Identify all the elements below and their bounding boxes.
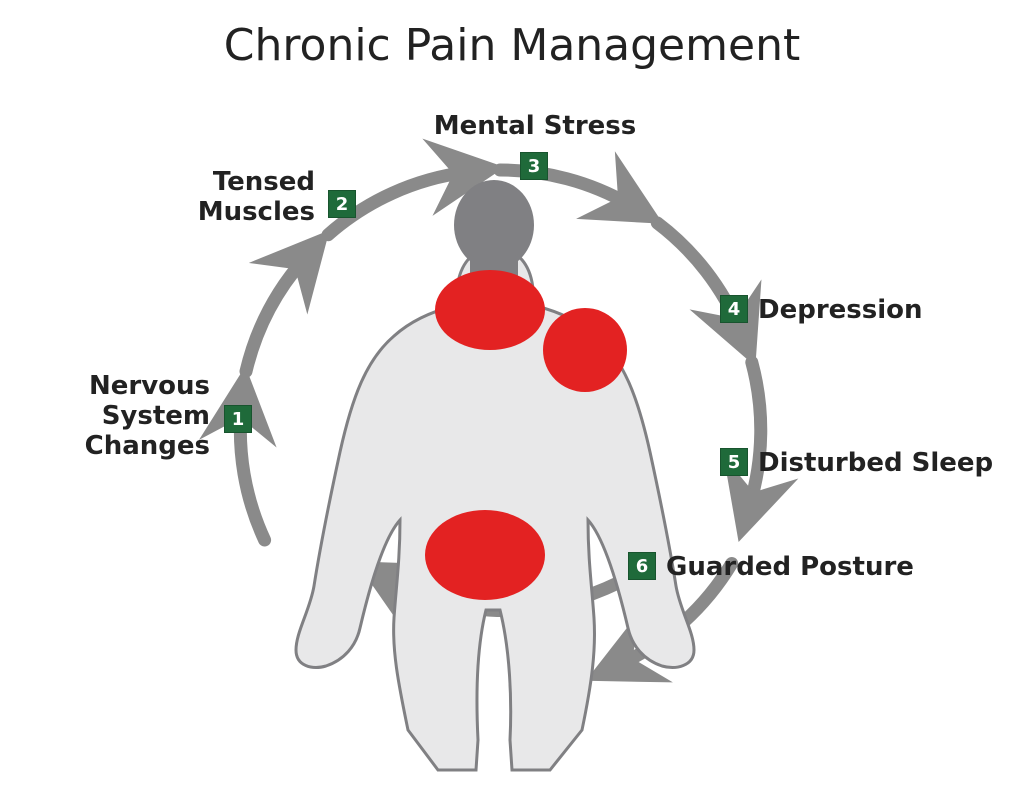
cycle-badge-6: 6 [628, 552, 656, 580]
cycle-badge-5: 5 [720, 448, 748, 476]
cycle-badge-2: 2 [328, 190, 356, 218]
cycle-badge-1: 1 [224, 405, 252, 433]
cycle-badge-4: 4 [720, 295, 748, 323]
cycle-label-6: Guarded Posture [666, 553, 914, 583]
cycle-label-3: Mental Stress [434, 112, 637, 142]
cycle-badge-3: 3 [520, 152, 548, 180]
cycle-label-5: Disturbed Sleep [758, 449, 993, 479]
diagram-stage: Chronic Pain Management [0, 0, 1024, 791]
cycle-label-2: Tensed Muscles [198, 168, 315, 228]
human-figure-icon [296, 180, 694, 770]
cycle-label-4: Depression [758, 296, 923, 326]
cycle-label-1: Nervous System Changes [85, 372, 210, 462]
